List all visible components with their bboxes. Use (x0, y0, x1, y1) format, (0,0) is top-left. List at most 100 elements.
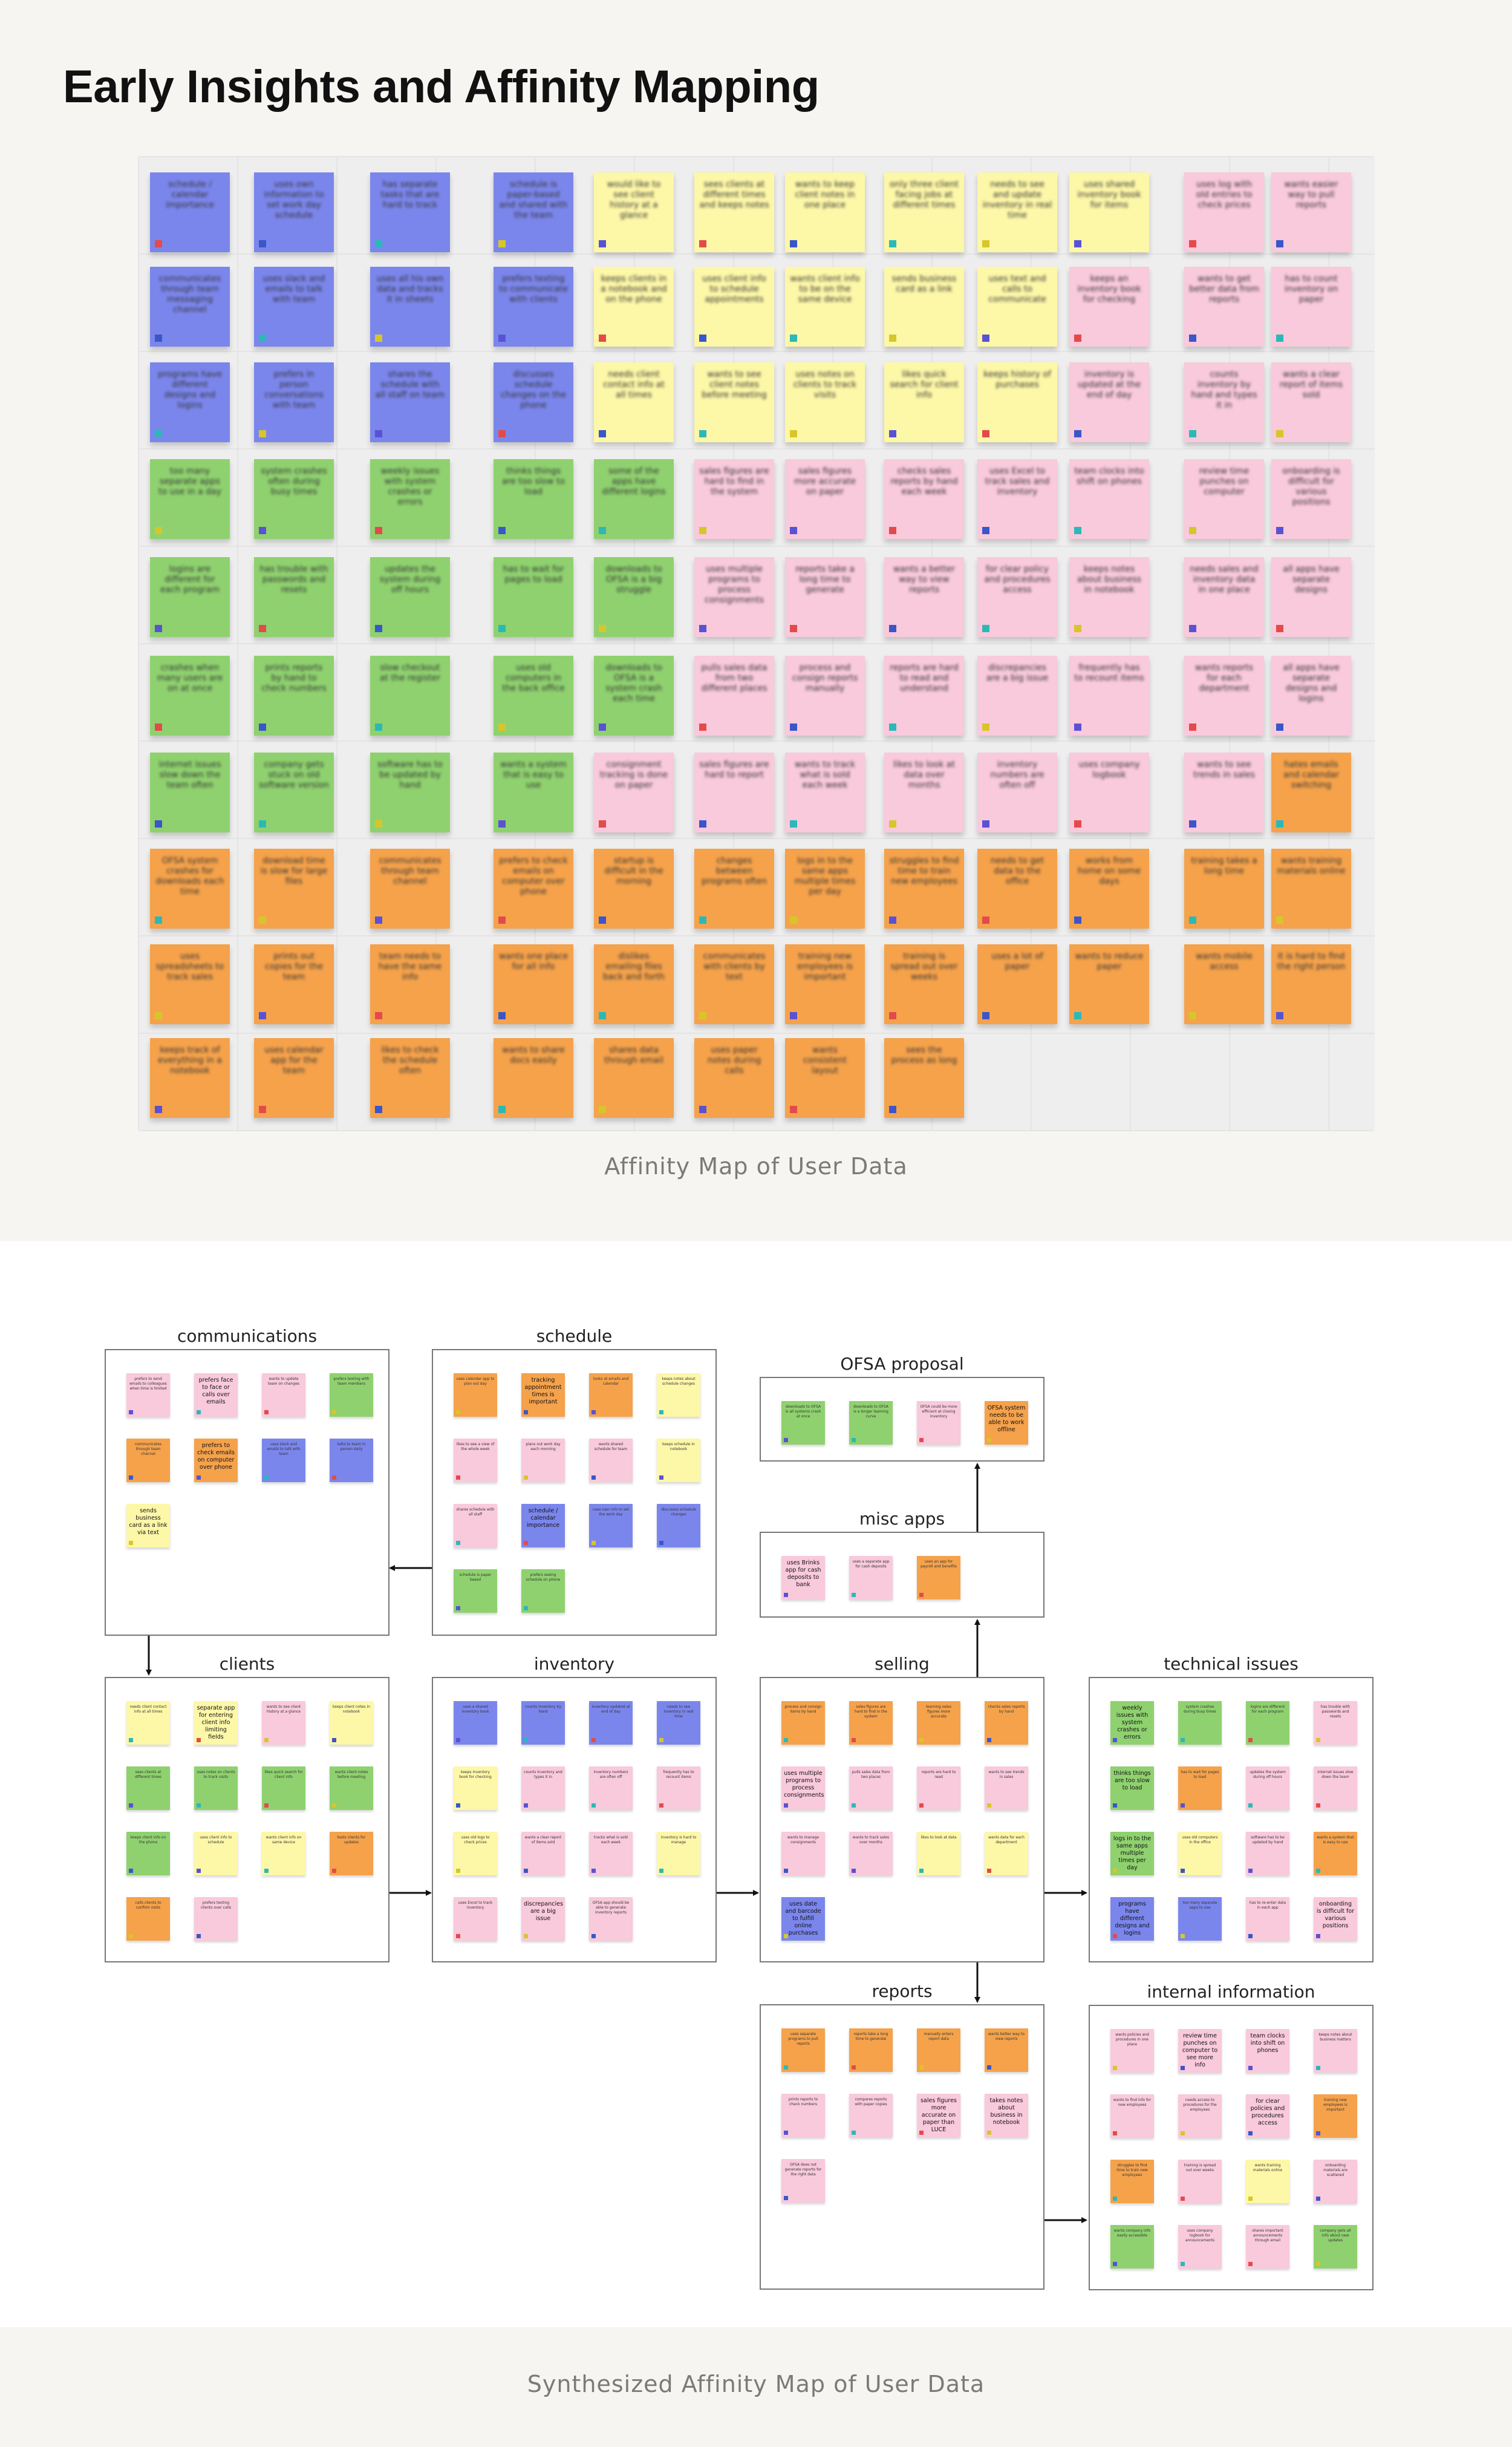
sticky-note: prints reports to check numbers (781, 2094, 825, 2137)
author-tag (498, 527, 506, 534)
sticky-note-text: likes to see a view of the whole week (456, 1442, 495, 1451)
author-tag (1074, 916, 1081, 924)
sticky-note: has trouble with passwords and resets (254, 557, 334, 637)
author-tag (259, 527, 266, 534)
sticky-note-text: team needs to have the same info (378, 952, 442, 982)
sticky-note-text: updates the system during off hours (1250, 1770, 1286, 1779)
sticky-note: uses client info to schedule (194, 1832, 238, 1875)
author-tag (375, 916, 382, 924)
cluster-box-internal: wants policies and procedures in one pla… (1089, 2005, 1374, 2290)
sticky-note-text: looks at emails and calendar (593, 1377, 629, 1386)
cluster-box-schedule: uses calendar app to plan out day trackin… (432, 1349, 717, 1636)
sticky-note-text: sees the process as long (891, 1045, 957, 1065)
sticky-note: OFSA does not generate reports for the r… (781, 2159, 825, 2203)
sticky-note-text: needs to see inventory in real time (663, 1705, 694, 1719)
sticky-note-text: wants shared schedule for team (594, 1442, 628, 1451)
sticky-note-text: onboarding materials are scattered (1323, 2163, 1347, 2177)
author-tag (375, 527, 382, 534)
author-tag (919, 1738, 924, 1742)
sticky-note-text: prefers to check emails on computer over… (499, 856, 568, 897)
sticky-note: counts inventory and types it in (521, 1766, 565, 1810)
sticky-note-text: wants to find info for new employees (1113, 2098, 1152, 2107)
sticky-note-text: uses company logbook for announcements (1185, 2229, 1215, 2243)
sticky-note-text: wants company info easily accessible (1113, 2229, 1151, 2238)
cluster-box-communications: prefers to send emails to colleagues whe… (105, 1349, 389, 1636)
sticky-note: uses notes on clients to track visits (785, 362, 865, 442)
sticky-note: uses a lot of paper (977, 944, 1057, 1024)
sticky-note: wants to see trends in sales (985, 1766, 1028, 1810)
author-tag (1074, 430, 1081, 437)
sticky-note: wants consistent layout (785, 1038, 865, 1118)
sticky-note-text: schedule is paper-based and shared with … (499, 180, 568, 220)
affinity-section: Early Insights and Affinity Mapping sche… (0, 0, 1512, 1241)
author-tag (259, 1106, 266, 1113)
author-tag (699, 625, 706, 632)
sticky-note-text: has to count inventory on paper (1284, 274, 1338, 304)
author-tag (456, 1738, 460, 1742)
sticky-note: schedule is paper-based and shared with … (494, 172, 573, 252)
sticky-note: uses old computers in the office (1178, 1832, 1222, 1875)
sticky-note: download time is slow for large files (254, 849, 334, 929)
sticky-note-text: for clear policies and procedures access (1250, 2098, 1285, 2126)
sticky-note: internet issues slow down the team often (150, 753, 230, 832)
cluster-title-communications: communications (177, 1326, 318, 1346)
sticky-note: prefers to check emails on computer over… (194, 1439, 238, 1482)
sticky-note: discrepancies are a big issue (521, 1897, 565, 1941)
sticky-note: compares reports with paper copies (849, 2094, 893, 2137)
author-tag (852, 1738, 856, 1742)
sticky-note-text: keeps client info on the phone (130, 1835, 166, 1844)
author-tag (1189, 625, 1196, 632)
cluster-box-selling: process and consign items by hand sales f… (760, 1677, 1044, 1962)
author-tag (375, 724, 382, 731)
author-tag (982, 430, 989, 437)
sticky-note: consignment tracking is done on paper (594, 753, 674, 832)
sticky-note-text: wants client info to be on the same devi… (790, 274, 860, 304)
sticky-note: manually enters report data (917, 2028, 960, 2072)
sticky-note-text: OFSA could be more efficient at closing … (920, 1405, 957, 1419)
sticky-note-text: wants a system that is easy to use (500, 760, 567, 790)
sticky-note-text: tracks what is sold each week (594, 1835, 628, 1844)
sticky-note: uses calendar app for the team (254, 1038, 334, 1118)
author-tag (699, 724, 706, 731)
sticky-note: uses text and calls to communicate (977, 267, 1057, 347)
sticky-note: wants to manage consignments (781, 1832, 825, 1875)
author-tag (498, 1106, 506, 1113)
sticky-note-text: prints reports to check numbers (788, 2097, 818, 2106)
sticky-note-text: uses old computers in the back office (502, 663, 565, 693)
author-tag (155, 335, 162, 342)
sticky-note-text: reports are hard to read (921, 1770, 956, 1779)
sticky-note-text: keeps notes about business matters (1318, 2033, 1352, 2042)
author-tag (1181, 2197, 1185, 2201)
sticky-note-text: weekly issues with system crashes or err… (380, 466, 440, 507)
author-tag (784, 1738, 788, 1742)
sticky-note: likes to look at data over months (884, 753, 964, 832)
author-tag (375, 820, 382, 828)
author-tag (599, 916, 606, 924)
sticky-note-text: manually enters report data (924, 2032, 954, 2041)
sticky-note: uses old computers in the back office (494, 656, 573, 736)
sticky-note-text: frequently has to recount items (663, 1770, 694, 1779)
sticky-note-text: sales figures more accurate on paper (794, 466, 856, 497)
author-tag (1113, 1738, 1117, 1742)
sticky-note: wants to track sales over months (849, 1832, 893, 1875)
author-tag (591, 1738, 596, 1742)
sticky-note: some of the apps have different logins (594, 459, 674, 539)
sticky-note: wants to find info for new employees (1110, 2094, 1154, 2138)
sticky-note: uses company logbook (1069, 753, 1149, 832)
author-tag (1074, 240, 1081, 247)
sticky-note: uses date and barcode to fulfill online … (781, 1897, 825, 1941)
sticky-note-text: wants to track sales over months (852, 1835, 890, 1844)
author-tag (498, 916, 506, 924)
sticky-note: wants to see client history at a glance (262, 1701, 305, 1745)
sticky-note: inventory is hard to manage (657, 1832, 700, 1875)
sticky-note-text: wants to see client history at a glance (266, 1705, 301, 1714)
sticky-note-text: software has to be updated by hand (377, 760, 443, 790)
sticky-note-text: talks to team in person daily (337, 1442, 366, 1451)
author-tag (982, 820, 989, 828)
author-tag (332, 1738, 336, 1742)
author-tag (332, 1410, 336, 1414)
sticky-note: prefers texting with team members (330, 1373, 373, 1417)
author-tag (659, 1738, 663, 1742)
author-tag (155, 820, 162, 828)
sticky-note: sales figures are hard to find in the sy… (694, 459, 774, 539)
